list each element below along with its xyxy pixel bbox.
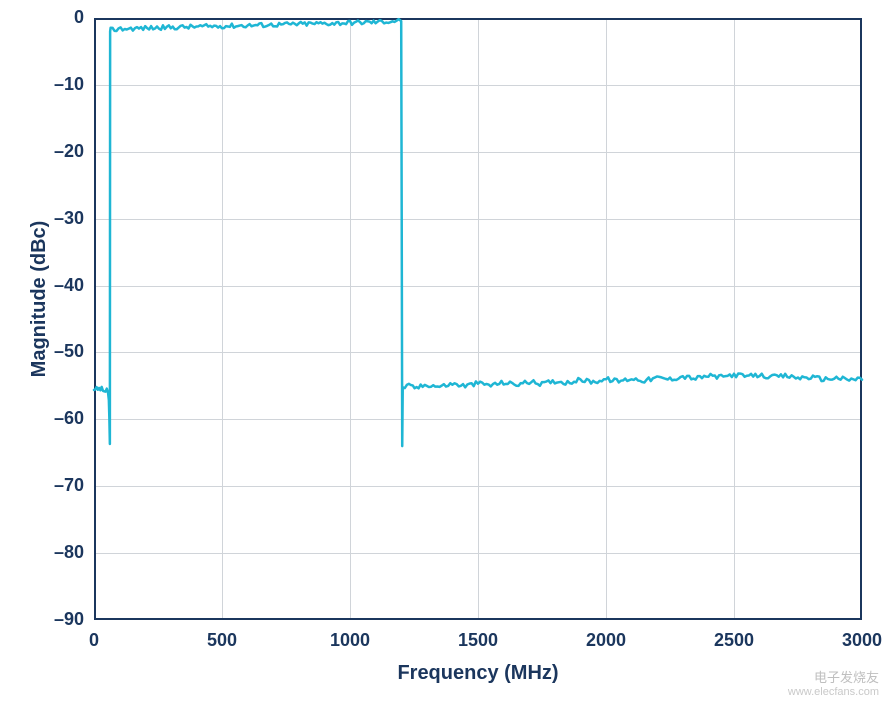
y-tick-label: –20	[24, 141, 84, 162]
y-axis-label: Magnitude (dBc)	[28, 199, 51, 399]
y-tick-label: –10	[24, 74, 84, 95]
y-tick-label: 0	[24, 7, 84, 28]
x-tick-label: 0	[54, 630, 134, 651]
y-tick-label: –30	[24, 208, 84, 229]
watermark-line2: www.elecfans.com	[788, 686, 879, 698]
y-tick-label: –90	[24, 609, 84, 630]
x-tick-label: 500	[182, 630, 262, 651]
watermark: 电子发烧友 www.elecfans.com	[788, 670, 879, 699]
x-tick-label: 1500	[438, 630, 518, 651]
x-tick-label: 2500	[694, 630, 774, 651]
x-tick-label: 3000	[822, 630, 889, 651]
chart-container: Magnitude (dBc) Frequency (MHz) 电子发烧友 ww…	[0, 0, 889, 705]
y-tick-label: –80	[24, 542, 84, 563]
y-tick-label: –40	[24, 275, 84, 296]
x-tick-label: 1000	[310, 630, 390, 651]
y-tick-label: –70	[24, 475, 84, 496]
y-tick-label: –60	[24, 408, 84, 429]
x-tick-label: 2000	[566, 630, 646, 651]
series-line	[94, 18, 862, 620]
x-axis-label: Frequency (MHz)	[94, 662, 862, 685]
watermark-line1: 电子发烧友	[814, 670, 879, 685]
y-tick-label: –50	[24, 341, 84, 362]
